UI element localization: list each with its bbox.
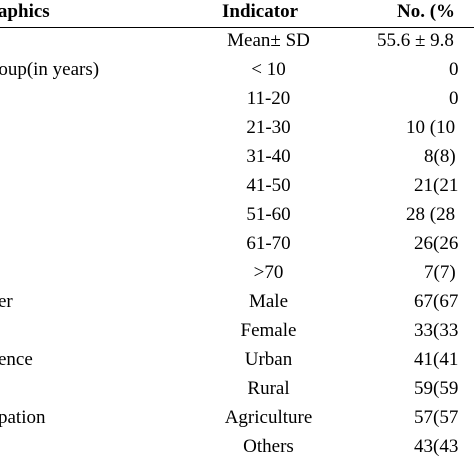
demographic-cell: roup(in years) [0, 59, 100, 80]
header-indicator: Indicator [222, 1, 298, 22]
value-cell: 8(8) [424, 146, 456, 167]
value-cell: 28 (28 [406, 204, 456, 225]
demographic-cell: er [0, 291, 13, 312]
value-cell: 7(7) [424, 262, 456, 283]
table-row: 61-70 26(26 [0, 230, 474, 259]
indicator-cell: 51-60 [246, 204, 291, 225]
table-row: Female 33(33 [0, 317, 474, 346]
table-row: ence Urban 41(41 [0, 346, 474, 375]
table-row: Others 43(43 [0, 433, 474, 462]
table-row: Rural 59(59 [0, 375, 474, 404]
demographic-cell: pation [0, 407, 46, 428]
table-row: 21-30 10 (10 [0, 114, 474, 143]
indicator-cell: Urban [244, 349, 293, 370]
indicator-cell: Others [243, 436, 294, 457]
indicator-cell: Male [248, 291, 289, 312]
value-cell: 59(59 [414, 378, 459, 399]
table-row: >70 7(7) [0, 259, 474, 288]
value-cell: 0 [449, 88, 459, 109]
value-cell: 55.6 ± 9.8 [377, 30, 454, 51]
value-cell: 0 [449, 59, 459, 80]
indicator-cell: Agriculture [224, 407, 313, 428]
header-demographics: graphics [0, 1, 50, 22]
indicator-cell: 11-20 [246, 88, 291, 109]
indicator-cell: Mean± SD [227, 30, 310, 51]
value-cell: 43(43 [414, 436, 459, 457]
table-row: pation Agriculture 57(57 [0, 404, 474, 433]
table-row: roup(in years) < 10 0 [0, 56, 474, 85]
value-cell: 67(67 [414, 291, 459, 312]
table-row: 41-50 21(21 [0, 172, 474, 201]
header-divider [0, 27, 474, 28]
indicator-cell: < 10 [251, 59, 286, 80]
indicator-cell: 61-70 [246, 233, 291, 254]
table-row: Mean± SD 55.6 ± 9.8 [0, 27, 474, 56]
indicator-cell: Rural [247, 378, 290, 399]
indicator-cell: 21-30 [246, 117, 291, 138]
indicator-cell: >70 [253, 262, 284, 283]
table-row: 51-60 28 (28 [0, 201, 474, 230]
indicator-cell: Female [240, 320, 297, 341]
value-cell: 21(21 [414, 175, 459, 196]
value-cell: 26(26 [414, 233, 459, 254]
value-cell: 57(57 [414, 407, 459, 428]
demographic-cell: ence [0, 349, 33, 370]
value-cell: 41(41 [414, 349, 459, 370]
table-row: 11-20 0 [0, 85, 474, 114]
value-cell: 10 (10 [406, 117, 456, 138]
value-cell: 33(33 [414, 320, 459, 341]
indicator-cell: 41-50 [246, 175, 291, 196]
table-row: er Male 67(67 [0, 288, 474, 317]
table-row: 31-40 8(8) [0, 143, 474, 172]
header-number: No. (% [397, 1, 456, 22]
indicator-cell: 31-40 [246, 146, 291, 167]
